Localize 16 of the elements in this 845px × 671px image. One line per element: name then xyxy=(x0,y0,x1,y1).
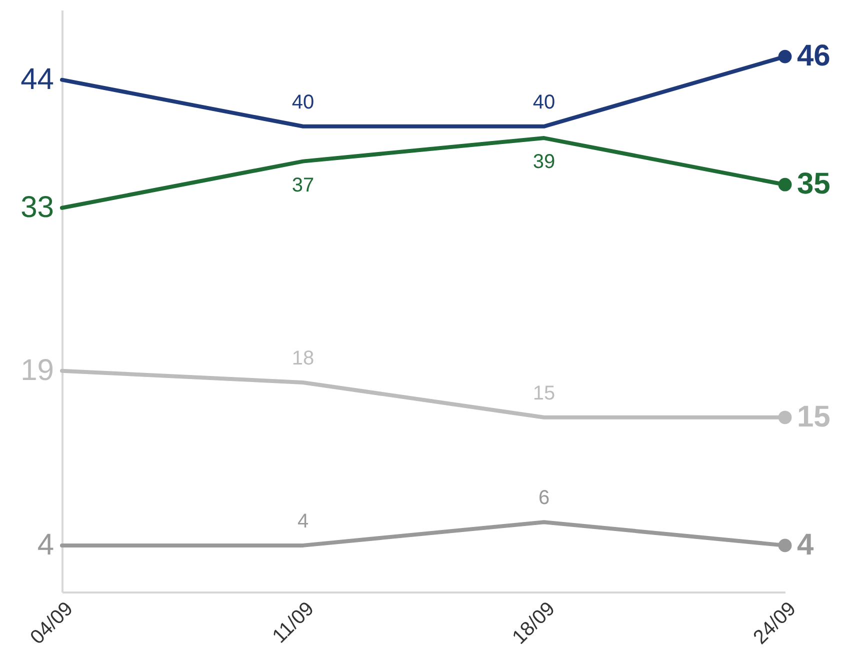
data-label: 33 xyxy=(20,190,54,224)
data-label: 35 xyxy=(797,168,830,201)
data-label: 46 xyxy=(797,40,830,73)
data-label: 18 xyxy=(292,347,314,370)
data-label: 44 xyxy=(20,62,54,96)
data-label: 40 xyxy=(292,91,314,114)
data-label: 6 xyxy=(538,487,550,510)
data-label: 37 xyxy=(292,174,314,196)
data-label: 4 xyxy=(37,528,54,562)
data-label: 15 xyxy=(797,400,830,434)
data-label: 15 xyxy=(532,382,556,404)
data-label: 4 xyxy=(797,528,814,562)
data-label: 39 xyxy=(532,151,556,174)
data-label: 40 xyxy=(532,91,556,114)
data-label: 4 xyxy=(297,510,309,532)
data-label: 19 xyxy=(20,354,54,387)
